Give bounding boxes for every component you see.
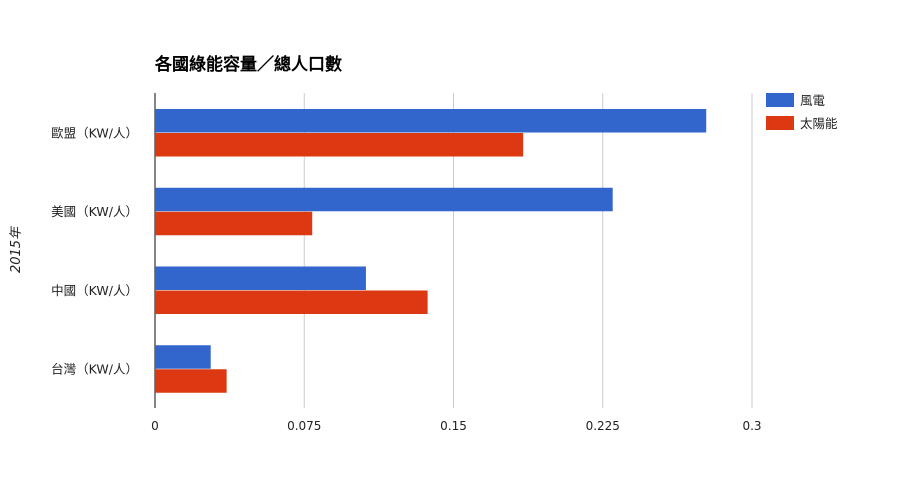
legend-label: 太陽能: [800, 116, 838, 131]
bar: [155, 187, 613, 212]
y-axis-label: 2015年: [9, 225, 24, 273]
bar: [155, 109, 707, 133]
legend-swatch: [766, 93, 794, 107]
bar: [155, 369, 227, 393]
x-tick-label: 0.075: [287, 419, 321, 433]
bar: [155, 345, 211, 369]
x-tick-label: 0.3: [742, 419, 761, 433]
x-tick-label: 0.225: [586, 419, 620, 433]
category-label: 美國（KW/人）: [51, 204, 138, 219]
bar: [155, 211, 313, 236]
category-label: 中國（KW/人）: [51, 283, 138, 298]
legend-label: 風電: [800, 93, 826, 108]
bar: [155, 133, 524, 157]
category-label: 台灣（KW/人）: [51, 362, 138, 377]
bar: [155, 290, 428, 314]
category-label: 歐盟（KW/人）: [51, 125, 138, 140]
chart-title: 各國綠能容量／總人口數: [154, 54, 342, 75]
x-tick-label: 0.15: [440, 419, 467, 433]
x-tick-label: 0: [151, 419, 159, 433]
bar: [155, 266, 366, 290]
legend-swatch: [766, 116, 794, 130]
